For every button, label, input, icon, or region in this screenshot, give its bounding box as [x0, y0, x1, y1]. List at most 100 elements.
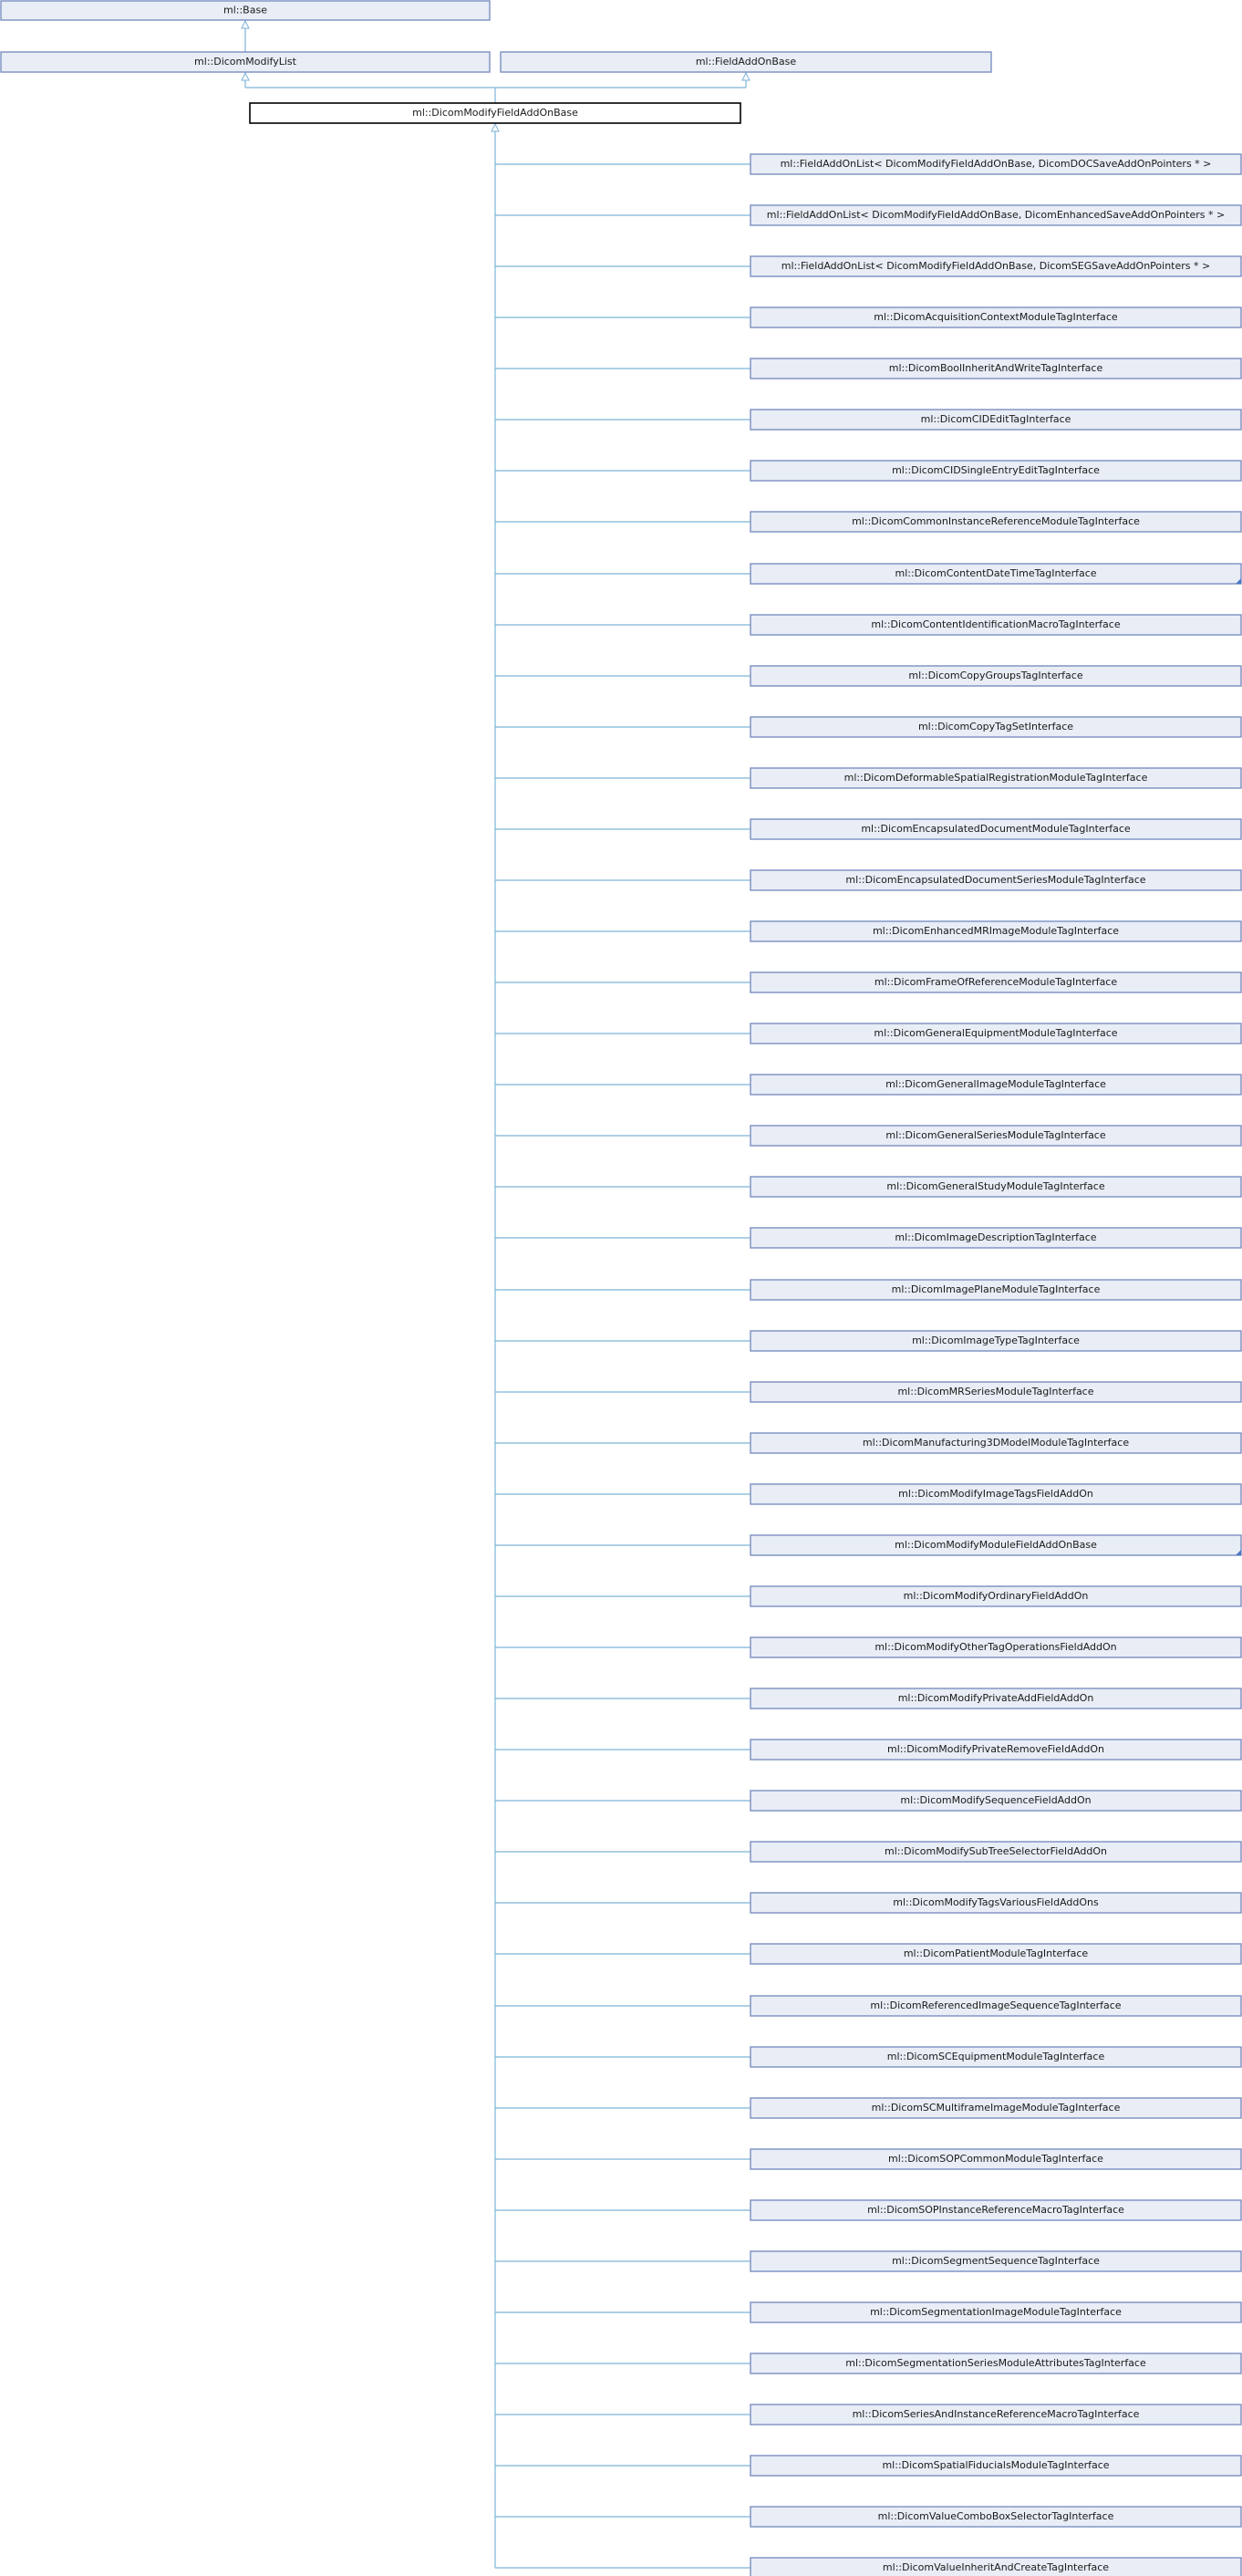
- node-derived-box: [750, 153, 1242, 175]
- node-derived-box: [750, 767, 1242, 789]
- node-derived-class[interactable]: ml::DicomSCEquipmentModuleTagInterface: [750, 2046, 1242, 2068]
- node-derived-class[interactable]: ml::FieldAddOnList< DicomModifyFieldAddO…: [750, 204, 1242, 226]
- node-derived-class[interactable]: ml::DicomManufacturing3DModelModuleTagIn…: [750, 1432, 1242, 1454]
- node-derived-class[interactable]: ml::DicomModifySubTreeSelectorFieldAddOn: [750, 1841, 1242, 1863]
- node-derived-box: [750, 2301, 1242, 2323]
- node-derived-box: [750, 460, 1242, 482]
- node-derived-class[interactable]: ml::DicomContentDateTimeTagInterface: [750, 563, 1242, 585]
- node-derived-class[interactable]: ml::DicomModifyImageTagsFieldAddOn: [750, 1483, 1242, 1505]
- node-derived-class[interactable]: ml::DicomSeriesAndInstanceReferenceMacro…: [750, 2404, 1242, 2425]
- node-derived-label: ml::DicomValueComboBoxSelectorTagInterfa…: [878, 2510, 1114, 2522]
- node-base[interactable]: ml::Base: [0, 0, 491, 21]
- node-derived-class[interactable]: ml::DicomEnhancedMRImageModuleTagInterfa…: [750, 920, 1242, 942]
- node-derived-class[interactable]: ml::DicomBoolInheritAndWriteTagInterface: [750, 358, 1242, 379]
- node-derived-class[interactable]: ml::FieldAddOnList< DicomModifyFieldAddO…: [750, 255, 1242, 277]
- node-derived-class[interactable]: ml::DicomSegmentSequenceTagInterface: [750, 2250, 1242, 2272]
- node-derived-class[interactable]: ml::DicomModifyTagsVariousFieldAddOns: [750, 1892, 1242, 1914]
- node-derived-class[interactable]: ml::DicomSCMultiframeImageModuleTagInter…: [750, 2097, 1242, 2119]
- node-derived-class[interactable]: ml::DicomSegmentationImageModuleTagInter…: [750, 2301, 1242, 2323]
- node-derived-box: [750, 2097, 1242, 2119]
- node-derived-class[interactable]: ml::DicomSOPInstanceReferenceMacroTagInt…: [750, 2199, 1242, 2221]
- node-derived-class[interactable]: ml::DicomDeformableSpatialRegistrationMo…: [750, 767, 1242, 789]
- node-derived-label: ml::DicomAcquisitionContextModuleTagInte…: [874, 311, 1118, 323]
- node-derived-class[interactable]: ml::DicomModifyOtherTagOperationsFieldAd…: [750, 1636, 1242, 1658]
- node-derived-box: [750, 2046, 1242, 2068]
- node-derived-class[interactable]: ml::DicomSegmentationSeriesModuleAttribu…: [750, 2353, 1242, 2374]
- node-derived-class[interactable]: ml::DicomValueComboBoxSelectorTagInterfa…: [750, 2506, 1242, 2528]
- node-derived-class[interactable]: ml::DicomImagePlaneModuleTagInterface: [750, 1279, 1242, 1301]
- node-derived-label: ml::DicomModifyOtherTagOperationsFieldAd…: [875, 1641, 1116, 1653]
- node-derived-box: [750, 869, 1242, 891]
- node-derived-class[interactable]: ml::DicomCommonInstanceReferenceModuleTa…: [750, 511, 1242, 533]
- node-derived-box: [750, 511, 1242, 533]
- node-derived-box: [750, 358, 1242, 379]
- node-derived-class[interactable]: ml::DicomCIDEditTagInterface: [750, 409, 1242, 431]
- node-derived-class[interactable]: ml::DicomContentIdentificationMacroTagIn…: [750, 614, 1242, 636]
- node-derived-box: [750, 306, 1242, 328]
- node-derived-box: [750, 614, 1242, 636]
- node-derived-class[interactable]: ml::DicomGeneralImageModuleTagInterface: [750, 1074, 1242, 1096]
- node-derived-class[interactable]: ml::DicomEncapsulatedDocumentSeriesModul…: [750, 869, 1242, 891]
- node-derived-label: ml::DicomSegmentSequenceTagInterface: [892, 2255, 1100, 2267]
- more-derived-indicator-icon: [1236, 578, 1241, 584]
- node-derived-class[interactable]: ml::DicomReferencedImageSequenceTagInter…: [750, 1995, 1242, 2017]
- node-derived-label: ml::DicomSpatialFiducialsModuleTagInterf…: [882, 2459, 1109, 2471]
- node-derived-class[interactable]: ml::DicomPatientModuleTagInterface: [750, 1943, 1242, 1965]
- node-derived-box: [750, 1790, 1242, 1812]
- node-derived-class[interactable]: ml::DicomImageTypeTagInterface: [750, 1330, 1242, 1352]
- node-derived-box: [750, 2557, 1242, 2576]
- node-derived-class[interactable]: ml::DicomCIDSingleEntryEditTagInterface: [750, 460, 1242, 482]
- node-derived-class[interactable]: ml::DicomAcquisitionContextModuleTagInte…: [750, 306, 1242, 328]
- node-derived-label: ml::DicomCIDSingleEntryEditTagInterface: [892, 464, 1100, 476]
- node-derived-label: ml::DicomMRSeriesModuleTagInterface: [897, 1386, 1093, 1397]
- node-derived-box: [750, 1023, 1242, 1044]
- node-derived-label: ml::DicomSOPCommonModuleTagInterface: [888, 2153, 1103, 2165]
- node-derived-box: [750, 409, 1242, 431]
- node-derived-box: [750, 2455, 1242, 2477]
- node-derived-class[interactable]: ml::DicomFrameOfReferenceModuleTagInterf…: [750, 971, 1242, 993]
- node-derived-class[interactable]: ml::DicomModifySequenceFieldAddOn: [750, 1790, 1242, 1812]
- node-derived-label: ml::DicomGeneralSeriesModuleTagInterface: [885, 1129, 1105, 1141]
- node-derived-class[interactable]: ml::DicomSOPCommonModuleTagInterface: [750, 2148, 1242, 2170]
- node-derived-label: ml::DicomModifySubTreeSelectorFieldAddOn: [885, 1845, 1107, 1857]
- node-derived-label: ml::DicomModifyModuleFieldAddOnBase: [895, 1539, 1097, 1551]
- node-derived-class[interactable]: ml::DicomModifyPrivateRemoveFieldAddOn: [750, 1739, 1242, 1761]
- node-dicom-modify-list[interactable]: ml::DicomModifyList: [0, 51, 491, 73]
- node-derived-class[interactable]: ml::DicomModifyOrdinaryFieldAddOn: [750, 1585, 1242, 1607]
- node-current-class-label: ml::DicomModifyFieldAddOnBase: [412, 107, 578, 119]
- node-derived-class[interactable]: ml::DicomSpatialFiducialsModuleTagInterf…: [750, 2455, 1242, 2477]
- node-derived-class[interactable]: ml::DicomValueInheritAndCreateTagInterfa…: [750, 2557, 1242, 2576]
- node-derived-label: ml::DicomGeneralStudyModuleTagInterface: [886, 1180, 1104, 1192]
- node-derived-label: ml::DicomCopyGroupsTagInterface: [908, 670, 1082, 681]
- node-derived-label: ml::DicomValueInheritAndCreateTagInterfa…: [883, 2561, 1109, 2573]
- node-derived-class[interactable]: ml::DicomModifyPrivateAddFieldAddOn: [750, 1688, 1242, 1709]
- derived-classes: ml::FieldAddOnList< DicomModifyFieldAddO…: [750, 153, 1242, 2576]
- node-derived-box: [750, 2148, 1242, 2170]
- node-derived-box: [750, 2404, 1242, 2425]
- node-derived-label: ml::DicomModifyOrdinaryFieldAddOn: [904, 1590, 1089, 1602]
- node-derived-box: [750, 716, 1242, 738]
- node-derived-class[interactable]: ml::DicomGeneralEquipmentModuleTagInterf…: [750, 1023, 1242, 1044]
- node-derived-class[interactable]: ml::DicomEncapsulatedDocumentModuleTagIn…: [750, 818, 1242, 840]
- node-derived-box: [750, 1534, 1242, 1556]
- node-derived-label: ml::DicomFrameOfReferenceModuleTagInterf…: [875, 976, 1117, 988]
- node-derived-label: ml::DicomImageDescriptionTagInterface: [895, 1231, 1096, 1243]
- node-derived-class[interactable]: ml::DicomMRSeriesModuleTagInterface: [750, 1381, 1242, 1403]
- node-derived-class[interactable]: ml::DicomGeneralStudyModuleTagInterface: [750, 1176, 1242, 1198]
- node-derived-label: ml::DicomEncapsulatedDocumentModuleTagIn…: [861, 823, 1131, 835]
- node-derived-label: ml::DicomEncapsulatedDocumentSeriesModul…: [845, 874, 1145, 886]
- node-derived-box: [750, 1176, 1242, 1198]
- node-derived-label: ml::DicomImagePlaneModuleTagInterface: [892, 1283, 1101, 1295]
- node-derived-class[interactable]: ml::DicomGeneralSeriesModuleTagInterface: [750, 1125, 1242, 1147]
- node-derived-class[interactable]: ml::DicomImageDescriptionTagInterface: [750, 1227, 1242, 1249]
- node-derived-class[interactable]: ml::DicomCopyGroupsTagInterface: [750, 665, 1242, 687]
- node-derived-class[interactable]: ml::DicomCopyTagSetInterface: [750, 716, 1242, 738]
- node-derived-class[interactable]: ml::DicomModifyModuleFieldAddOnBase: [750, 1534, 1242, 1556]
- node-derived-class[interactable]: ml::FieldAddOnList< DicomModifyFieldAddO…: [750, 153, 1242, 175]
- node-field-addon-base[interactable]: ml::FieldAddOnBase: [500, 51, 992, 73]
- node-derived-box: [750, 1279, 1242, 1301]
- node-derived-label: ml::DicomSCMultiframeImageModuleTagInter…: [872, 2102, 1121, 2114]
- node-derived-label: ml::DicomGeneralEquipmentModuleTagInterf…: [874, 1027, 1117, 1039]
- node-dicom-modify-list-label: ml::DicomModifyList: [194, 56, 297, 68]
- node-derived-label: ml::FieldAddOnList< DicomModifyFieldAddO…: [781, 158, 1212, 170]
